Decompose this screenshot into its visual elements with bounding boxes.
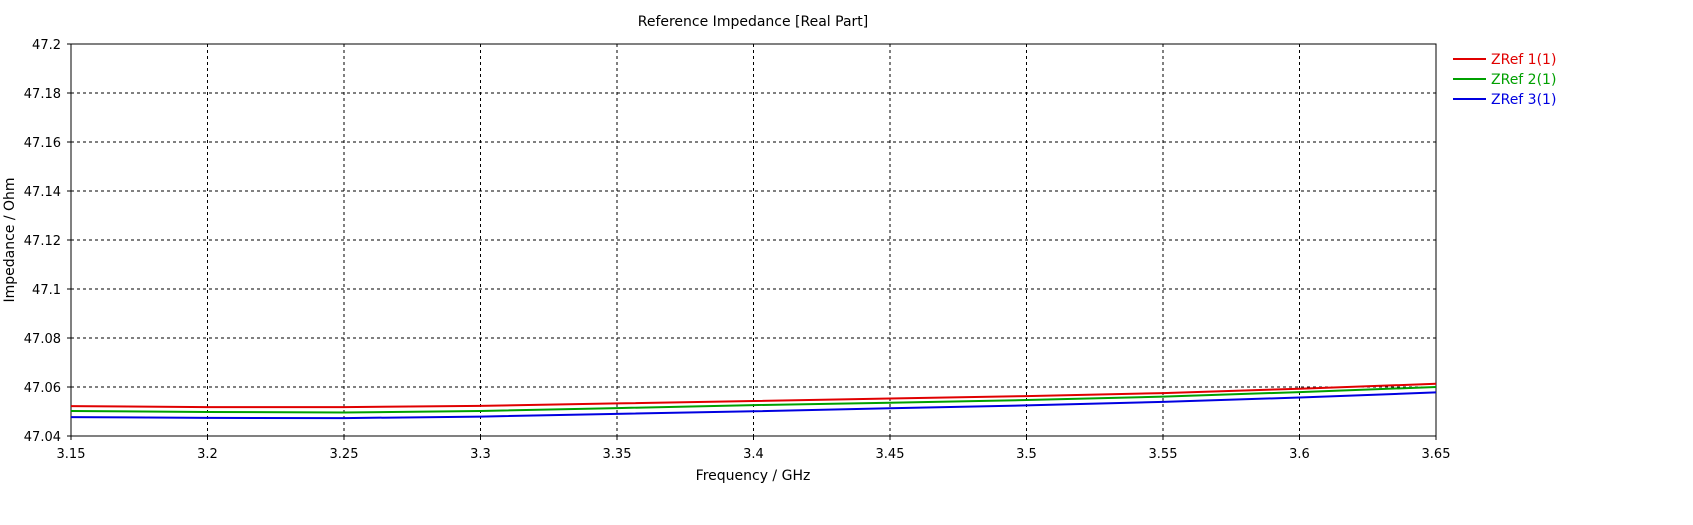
y-tick-label: 47.12 — [24, 234, 61, 249]
x-tick-label: 3.65 — [1422, 447, 1451, 462]
x-tick-label: 3.2 — [197, 447, 218, 462]
legend-label: ZRef 1(1) — [1491, 52, 1556, 68]
y-tick-label: 47.1 — [32, 283, 61, 298]
legend: ZRef 1(1) ZRef 2(1) ZRef 3(1) — [1453, 52, 1556, 108]
x-tick-label: 3.4 — [743, 447, 764, 462]
x-tick-label: 3.45 — [876, 447, 905, 462]
y-tick-label: 47.2 — [32, 38, 61, 53]
plot-frame — [70, 43, 1437, 437]
y-axis-title: Impedance / Ohm — [2, 177, 18, 302]
legend-label: ZRef 3(1) — [1491, 92, 1556, 108]
x-tick-labels: 3.15 3.2 3.25 3.3 3.35 3.4 3.45 3.5 3.55 3.6 3.65 — [57, 447, 1451, 462]
x-tick-label: 3.15 — [57, 447, 86, 462]
series-line-2 — [70, 386, 1437, 414]
x-tick-label: 3.5 — [1016, 447, 1037, 462]
series-line-3 — [70, 391, 1437, 420]
y-tick-label: 47.06 — [24, 381, 61, 396]
grid-layer — [67, 43, 1437, 440]
y-tick-label: 47.14 — [24, 185, 61, 200]
chart-title: Reference Impedance [Real Part] — [638, 14, 869, 30]
x-tick-label: 3.6 — [1289, 447, 1310, 462]
series-line-1 — [70, 382, 1437, 409]
x-tick-label: 3.25 — [330, 447, 359, 462]
x-tick-label: 3.35 — [603, 447, 632, 462]
y-tick-labels: 47.04 47.06 47.08 47.1 47.12 47.14 47.16 47.18 4… — [24, 38, 61, 445]
y-tick-label: 47.18 — [24, 87, 61, 102]
legend-label: ZRef 2(1) — [1491, 72, 1556, 88]
y-tick-label: 47.08 — [24, 332, 61, 347]
y-tick-label: 47.04 — [24, 430, 61, 445]
x-tick-label: 3.3 — [470, 447, 491, 462]
y-tick-label: 47.16 — [24, 136, 61, 151]
series-layer — [70, 382, 1437, 420]
x-axis-title: Frequency / GHz — [696, 468, 811, 484]
x-tick-label: 3.55 — [1149, 447, 1178, 462]
